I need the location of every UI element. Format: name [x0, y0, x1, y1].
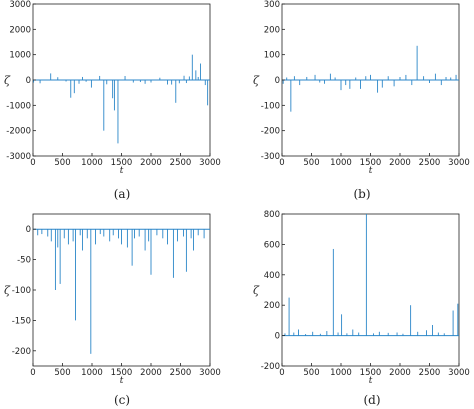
x-tick-label: 3000 — [199, 158, 221, 168]
x-axis-label: t — [369, 376, 373, 386]
x-tick-label: 1000 — [81, 368, 103, 378]
y-tick-label: -200 — [261, 127, 280, 137]
y-tick-label: 2000 — [9, 25, 31, 35]
y-tick-label: -300 — [261, 152, 280, 162]
x-tick-label: 1500 — [360, 158, 382, 168]
x-tick-label: 3000 — [448, 158, 470, 168]
panel-a: 0 500 1000 1500 2000 2500 3000 3000 2000 1000 0 -10… — [4, 0, 221, 201]
panel-b: 0 500 1000 1500 2000 2500 30003002001000-100-2… — [253, 0, 470, 201]
panel-caption: (d) — [363, 393, 380, 407]
y-tick-label: 600 — [264, 240, 280, 250]
y-tick-label: 3000 — [9, 0, 31, 10]
x-tick-label: 0 — [279, 368, 284, 378]
x-tick-label: 500 — [54, 368, 70, 378]
x-tick-label: 2000 — [140, 368, 162, 378]
y-tick-label: 100 — [264, 51, 280, 61]
x-tick-label: 0 — [30, 368, 35, 378]
y-tick-label: 1000 — [9, 51, 31, 61]
y-tick-label: 0 — [26, 76, 31, 86]
y-tick-label: 0 — [275, 76, 280, 86]
x-tick-label: 2500 — [170, 158, 192, 168]
y-tick-label: -3000 — [6, 152, 31, 162]
x-axis-label: t — [120, 166, 124, 176]
y-tick-label: -2000 — [6, 127, 31, 137]
y-tick-label: -100 — [12, 286, 31, 296]
x-tick-label: 1000 — [330, 158, 352, 168]
y-axis-label: ζ — [253, 74, 260, 87]
x-tick-label: 2000 — [389, 368, 411, 378]
x-tick-label: 0 — [30, 158, 35, 168]
x-tick-label: 3000 — [448, 368, 470, 378]
x-axis-label: t — [120, 376, 124, 386]
plot-frame — [281, 213, 460, 367]
x-tick-label: 1000 — [81, 158, 103, 168]
x-tick-label: 500 — [303, 368, 319, 378]
y-axis-label: ζ — [4, 74, 11, 87]
y-tick-label: -200 — [12, 347, 31, 357]
x-tick-label: 2500 — [170, 368, 192, 378]
x-tick-label: 0 — [279, 158, 284, 168]
y-tick-label: 400 — [264, 271, 280, 281]
x-tick-label: 2000 — [140, 158, 162, 168]
x-tick-label: 1000 — [330, 368, 352, 378]
y-tick-label: 200 — [264, 25, 280, 35]
panel-caption: (c) — [114, 393, 130, 407]
y-tick-label: -200 — [261, 362, 280, 372]
panel-caption: (b) — [353, 187, 370, 201]
x-tick-label: 500 — [54, 158, 70, 168]
x-tick-label: 1500 — [360, 368, 382, 378]
y-axis-label: ζ — [4, 284, 11, 297]
x-tick-label: 2000 — [389, 158, 411, 168]
y-tick-label: -100 — [261, 101, 280, 111]
x-tick-label: 1500 — [111, 368, 133, 378]
y-tick-label: -1000 — [6, 101, 31, 111]
panel-d: 0 500 1000 1500 2000 2500 30008006004002000-20… — [253, 210, 470, 407]
y-tick-label: 300 — [264, 0, 280, 10]
y-tick-label: -150 — [12, 316, 31, 326]
y-tick-label: 800 — [264, 210, 280, 220]
panel-c: 0 500 1000 1500 2000 2500 3000 0 -50 -100 -150 -200… — [4, 213, 221, 407]
y-tick-label: -50 — [17, 256, 31, 266]
x-tick-label: 2500 — [419, 158, 441, 168]
x-axis-label: t — [369, 166, 373, 176]
y-axis-label: ζ — [253, 284, 260, 297]
y-tick-label: 200 — [264, 301, 280, 311]
y-tick-label: 0 — [275, 332, 280, 342]
x-tick-label: 1500 — [111, 158, 133, 168]
x-tick-label: 500 — [303, 158, 319, 168]
y-tick-label: 0 — [26, 225, 31, 235]
x-tick-label: 2500 — [419, 368, 441, 378]
panel-caption: (a) — [114, 187, 131, 201]
x-tick-label: 3000 — [199, 368, 221, 378]
